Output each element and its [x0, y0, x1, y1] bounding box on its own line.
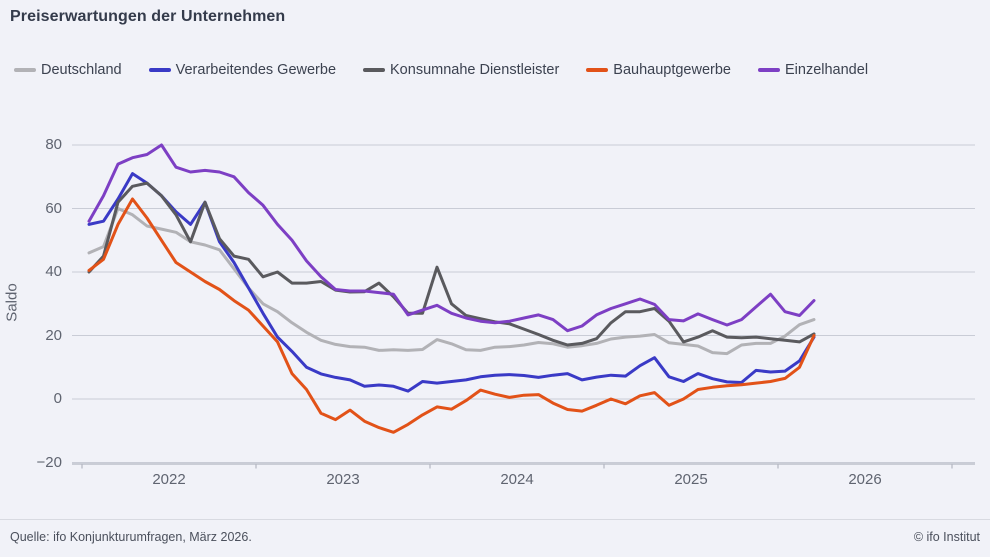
series-line-deutschland [87, 207, 816, 356]
legend-item-einzelhandel: Einzelhandel [758, 62, 868, 78]
chart-title: Preiserwartungen der Unternehmen [10, 8, 286, 25]
x-tick-label-2026: 2026 [848, 471, 882, 488]
legend-swatch-icon [586, 68, 609, 72]
legend-swatch-icon [14, 68, 36, 72]
legend-swatch-icon [363, 68, 386, 72]
legend-item-verarbeitendes-gewerbe: Verarbeitendes Gewerbe [148, 62, 337, 78]
y-tick-label-0: 0 [53, 390, 62, 407]
legend-swatch-icon [758, 68, 780, 72]
series-line-bauhauptgewerbe [87, 197, 816, 434]
x-tick-label-2023: 2023 [326, 471, 360, 488]
legend-label: Bauhauptgewerbe [613, 62, 731, 78]
y-tick-label-40: 40 [45, 263, 62, 280]
legend: Deutschland Verarbeitendes Gewerbe Konsumn… [14, 62, 868, 78]
y-tick-label-80: 80 [45, 136, 62, 153]
series-line-einzelhandel [87, 143, 816, 333]
legend-label: Einzelhandel [785, 62, 869, 78]
y-tick-label-20: 20 [45, 326, 62, 344]
series-line-konsumnahe-dienstleister [87, 181, 816, 347]
y-axis-title: Saldo [3, 283, 21, 322]
x-tick-label-2022: 2022 [152, 471, 186, 488]
legend-item-konsumnahe-dienstleister: Konsumnahe Dienstleister [363, 62, 559, 78]
x-tick-label-2025: 2025 [674, 471, 708, 488]
footer-divider [0, 519, 990, 520]
legend-label: Deutschland [41, 62, 122, 78]
legend-item-bauhauptgewerbe: Bauhauptgewerbe [586, 62, 731, 78]
x-tick-label-2024: 2024 [500, 471, 534, 488]
legend-item-deutschland: Deutschland [14, 62, 122, 78]
legend-label: Verarbeitendes Gewerbe [175, 62, 337, 78]
legend-label: Konsumnahe Dienstleister [390, 62, 560, 78]
legend-swatch-icon [148, 68, 171, 72]
y-tick-label-60: 60 [45, 199, 62, 217]
y-tick-label--20: −20 [36, 453, 62, 471]
series-line-verarbeitendes-gewerbe [87, 172, 816, 393]
footer-source-text: Quelle: ifo Konjunkturumfragen, März 202… [10, 530, 252, 544]
footer-copyright-text: © ifo Institut [913, 530, 980, 544]
